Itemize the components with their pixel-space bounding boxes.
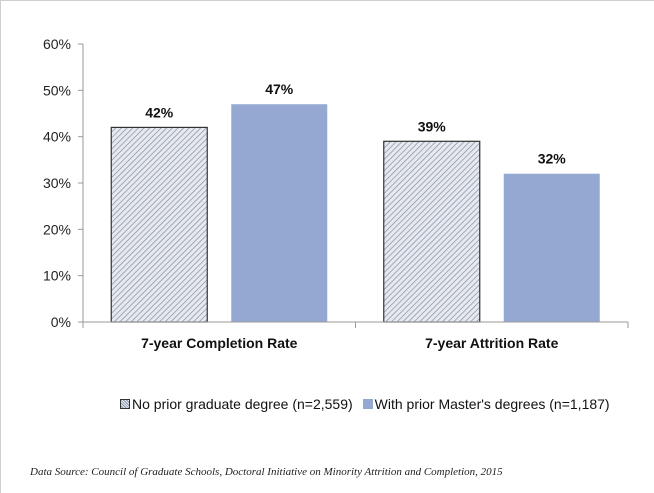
data-label: 42% bbox=[145, 104, 174, 120]
y-tick-label: 50% bbox=[43, 82, 71, 98]
legend-swatch-hatch bbox=[120, 399, 130, 409]
legend-swatch-solid bbox=[362, 399, 373, 409]
y-tick-label: 30% bbox=[43, 175, 71, 191]
bar-no-prior-degree-attrition bbox=[383, 140, 481, 323]
y-tick-label: 40% bbox=[43, 129, 71, 145]
legend-label: No prior graduate degree (n=2,559) bbox=[132, 396, 353, 412]
y-tick-label: 20% bbox=[43, 221, 71, 237]
bars: 42% 47% 39% 32% bbox=[110, 81, 600, 323]
x-category-label: 7-year Completion Rate bbox=[141, 335, 298, 351]
y-tick-label: 10% bbox=[43, 268, 71, 284]
bar-chart: 0% 10% 20% 30% 40% 50% 60% 42% 47% 39% 32% 7-year… bbox=[43, 36, 629, 351]
data-label: 39% bbox=[418, 118, 447, 134]
x-axis: 7-year Completion Rate 7-year Attrition R… bbox=[82, 321, 629, 351]
y-axis: 0% 10% 20% 30% 40% 50% 60% bbox=[43, 36, 84, 330]
bar-no-prior-degree-completion bbox=[110, 126, 208, 323]
legend-item-prior-masters: With prior Master's degrees (n=1,187) bbox=[362, 396, 610, 412]
x-category-label: 7-year Attrition Rate bbox=[425, 335, 559, 351]
data-source-note: Data Source: Council of Graduate Schools… bbox=[30, 466, 503, 478]
data-label: 47% bbox=[265, 81, 294, 97]
y-tick-label: 0% bbox=[51, 314, 71, 330]
data-label: 32% bbox=[538, 151, 567, 167]
y-tick-label: 60% bbox=[43, 36, 71, 52]
bar-prior-masters-attrition bbox=[503, 173, 600, 322]
legend-item-no-prior-degree: No prior graduate degree (n=2,559) bbox=[120, 396, 353, 412]
legend: No prior graduate degree (n=2,559) With … bbox=[120, 396, 620, 412]
bar-prior-masters-completion bbox=[231, 104, 328, 322]
legend-label: With prior Master's degrees (n=1,187) bbox=[374, 396, 610, 412]
